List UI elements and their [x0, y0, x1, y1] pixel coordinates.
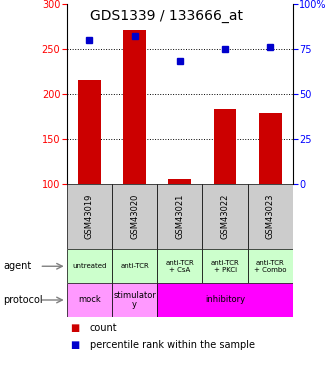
Text: GSM43019: GSM43019 [85, 194, 94, 239]
Bar [214, 109, 236, 184]
Bar [112, 184, 157, 249]
Bar [168, 179, 191, 184]
Text: anti-TCR
+ Combo: anti-TCR + Combo [254, 260, 287, 273]
Text: ■: ■ [70, 323, 79, 333]
Text: GSM43022: GSM43022 [220, 194, 230, 239]
Text: stimulator
y: stimulator y [113, 291, 156, 309]
Bar [157, 184, 202, 249]
Bar [248, 184, 293, 249]
Bar [248, 249, 293, 283]
Bar [112, 283, 157, 317]
Bar [123, 30, 146, 184]
Text: inhibitory: inhibitory [205, 296, 245, 304]
Text: count: count [90, 323, 118, 333]
Bar [78, 80, 101, 184]
Bar [202, 249, 248, 283]
Bar [67, 249, 112, 283]
Text: anti-TCR: anti-TCR [120, 263, 149, 269]
Text: anti-TCR
+ CsA: anti-TCR + CsA [166, 260, 194, 273]
Text: anti-TCR
+ PKCi: anti-TCR + PKCi [211, 260, 239, 273]
Text: untreated: untreated [72, 263, 107, 269]
Bar [157, 283, 293, 317]
Text: mock: mock [78, 296, 101, 304]
Text: agent: agent [3, 261, 32, 271]
Bar [67, 283, 112, 317]
Text: ■: ■ [70, 340, 79, 350]
Bar [157, 249, 202, 283]
Text: GSM43021: GSM43021 [175, 194, 184, 239]
Bar [259, 112, 282, 184]
Text: percentile rank within the sample: percentile rank within the sample [90, 340, 255, 350]
Text: GSM43020: GSM43020 [130, 194, 139, 239]
Text: GDS1339 / 133666_at: GDS1339 / 133666_at [90, 9, 243, 23]
Text: GSM43023: GSM43023 [266, 194, 275, 239]
Bar [112, 249, 157, 283]
Bar [202, 184, 248, 249]
Bar [67, 184, 112, 249]
Text: protocol: protocol [3, 295, 43, 305]
